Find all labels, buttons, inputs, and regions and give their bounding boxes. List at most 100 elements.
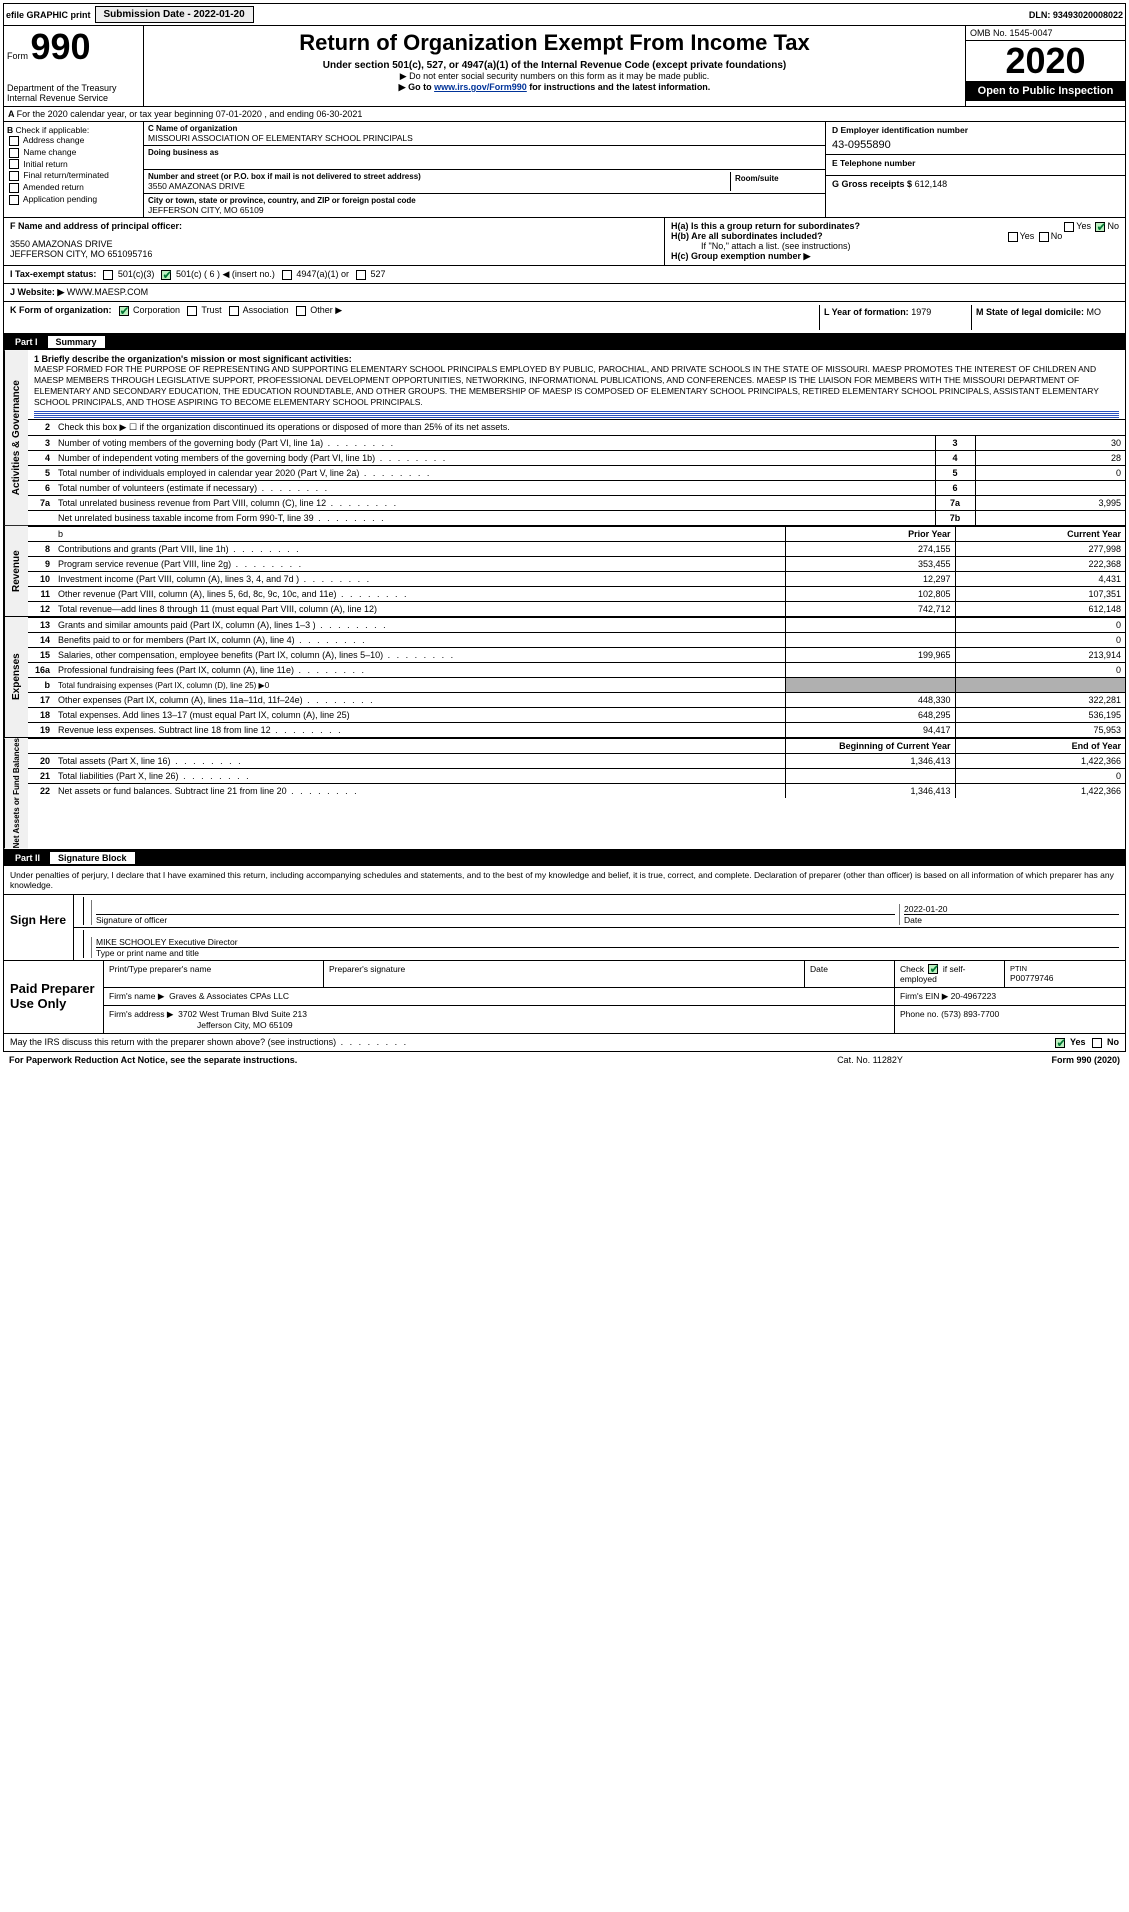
i-501c[interactable]: [161, 270, 171, 280]
firm-addr-lbl: Firm's address ▶: [109, 1009, 173, 1019]
l7bn: [28, 511, 54, 526]
cb-amended[interactable]: [9, 183, 19, 193]
part1-header: Part I Summary: [3, 334, 1126, 350]
l5t: Total number of individuals employed in …: [54, 466, 935, 481]
n21cy: 0: [955, 769, 1125, 784]
e16apy: [785, 663, 955, 678]
ptin: P00779746: [1010, 973, 1120, 983]
col-b: B Check if applicable: Address change Na…: [4, 122, 144, 217]
footer-left: For Paperwork Reduction Act Notice, see …: [9, 1055, 770, 1065]
phone-lbl: Phone no.: [900, 1009, 939, 1019]
part1-title: Summary: [48, 336, 105, 348]
discuss-dots: [336, 1037, 408, 1047]
e15n: 15: [28, 648, 54, 663]
f-lbl: F Name and address of principal officer:: [10, 221, 182, 231]
ha-lbl: H(a) Is this a group return for subordin…: [671, 221, 860, 231]
n21n: 21: [28, 769, 54, 784]
b-label: Check if applicable:: [16, 125, 90, 135]
officer-name: MIKE SCHOOLEY Executive Director: [96, 937, 1119, 947]
cb-name[interactable]: [9, 148, 19, 158]
form-header: Form 990 Department of the Treasury Inte…: [3, 26, 1126, 107]
calendar-text: For the 2020 calendar year, or tax year …: [17, 109, 363, 119]
i-4947[interactable]: [282, 270, 292, 280]
r11cy: 107,351: [955, 587, 1125, 602]
footer: For Paperwork Reduction Act Notice, see …: [3, 1052, 1126, 1068]
l4n: 4: [28, 451, 54, 466]
sign-here-label: Sign Here: [4, 895, 74, 960]
l7bb: 7b: [935, 511, 975, 526]
cb-pending[interactable]: [9, 195, 19, 205]
l7ab: 7a: [935, 496, 975, 511]
officer-addr1: 3550 AMAZONAS DRIVE: [10, 239, 658, 249]
cb-address-lbl: Address change: [23, 135, 84, 145]
i-527[interactable]: [356, 270, 366, 280]
sig-intro: Under penalties of perjury, I declare th…: [4, 866, 1125, 894]
room-lbl: Room/suite: [735, 174, 817, 183]
ein: 43-0955890: [832, 135, 1119, 151]
part2-num: Part II: [9, 853, 46, 863]
ha-yes[interactable]: [1064, 222, 1074, 232]
r8py: 274,155: [785, 542, 955, 557]
n21py: [785, 769, 955, 784]
firm-ein: 20-4967223: [951, 991, 996, 1001]
l7an: 7a: [28, 496, 54, 511]
firm-addr2: Jefferson City, MO 65109: [109, 1020, 293, 1030]
part2-header: Part II Signature Block: [3, 850, 1126, 866]
r10cy: 4,431: [955, 572, 1125, 587]
i-501c3[interactable]: [103, 270, 113, 280]
ha-no[interactable]: [1095, 222, 1105, 232]
l6b: 6: [935, 481, 975, 496]
efile-label: efile GRAPHIC print: [6, 10, 91, 20]
r9py: 353,455: [785, 557, 955, 572]
e16bpy: [785, 678, 955, 693]
k-trust[interactable]: [187, 306, 197, 316]
rev-vtab: Revenue: [4, 526, 28, 616]
org-name: MISSOURI ASSOCIATION OF ELEMENTARY SCHOO…: [148, 133, 821, 143]
k-assoc[interactable]: [229, 306, 239, 316]
e17py: 448,330: [785, 693, 955, 708]
discuss-yes[interactable]: [1055, 1038, 1065, 1048]
firm-name: Graves & Associates CPAs LLC: [169, 991, 289, 1001]
firm-addr1: 3702 West Truman Blvd Suite 213: [178, 1009, 307, 1019]
e13py: [785, 618, 955, 633]
self-employed-cb[interactable]: [928, 964, 938, 974]
paid-preparer-label: Paid Preparer Use Only: [4, 961, 104, 1034]
rev-cy-hdr: Current Year: [955, 527, 1125, 542]
tax-year: 2020: [966, 41, 1125, 81]
submission-button[interactable]: Submission Date - 2022-01-20: [95, 6, 254, 23]
r11py: 102,805: [785, 587, 955, 602]
instructions-link[interactable]: www.irs.gov/Form990: [434, 82, 527, 92]
paid-h3: Date: [805, 961, 895, 988]
e14py: [785, 633, 955, 648]
cb-initial[interactable]: [9, 159, 19, 169]
ein-lbl: Firm's EIN ▶: [900, 991, 948, 1001]
dln: DLN: 93493020008022: [1029, 10, 1123, 20]
open-to-public: Open to Public Inspection: [966, 81, 1125, 101]
e14cy: 0: [955, 633, 1125, 648]
hb-no[interactable]: [1039, 232, 1049, 242]
k-corp[interactable]: [119, 306, 129, 316]
signature-block: Under penalties of perjury, I declare th…: [3, 866, 1126, 1052]
l5b: 5: [935, 466, 975, 481]
cb-final[interactable]: [9, 171, 19, 181]
officer-name-lbl: Type or print name and title: [96, 947, 1119, 958]
r10t: Investment income (Part VIII, column (A)…: [54, 572, 785, 587]
e16acy: 0: [955, 663, 1125, 678]
hb-note: If "No," attach a list. (see instruction…: [671, 241, 1119, 251]
r9n: 9: [28, 557, 54, 572]
l3t: Number of voting members of the governin…: [54, 436, 935, 451]
ha-yes-lbl: Yes: [1076, 221, 1091, 231]
goto-prefix: ▶ Go to: [399, 82, 434, 92]
r9t: Program service revenue (Part VIII, line…: [54, 557, 785, 572]
r8t: Contributions and grants (Part VIII, lin…: [54, 542, 785, 557]
l4v: 28: [975, 451, 1125, 466]
r9cy: 222,368: [955, 557, 1125, 572]
discuss-no[interactable]: [1092, 1038, 1102, 1048]
k-other[interactable]: [296, 306, 306, 316]
exp-table: 13Grants and similar amounts paid (Part …: [28, 617, 1125, 737]
j-lbl: J Website: ▶: [10, 287, 64, 298]
l4t: Number of independent voting members of …: [54, 451, 935, 466]
l6v: [975, 481, 1125, 496]
cb-address[interactable]: [9, 136, 19, 146]
hb-yes[interactable]: [1008, 232, 1018, 242]
